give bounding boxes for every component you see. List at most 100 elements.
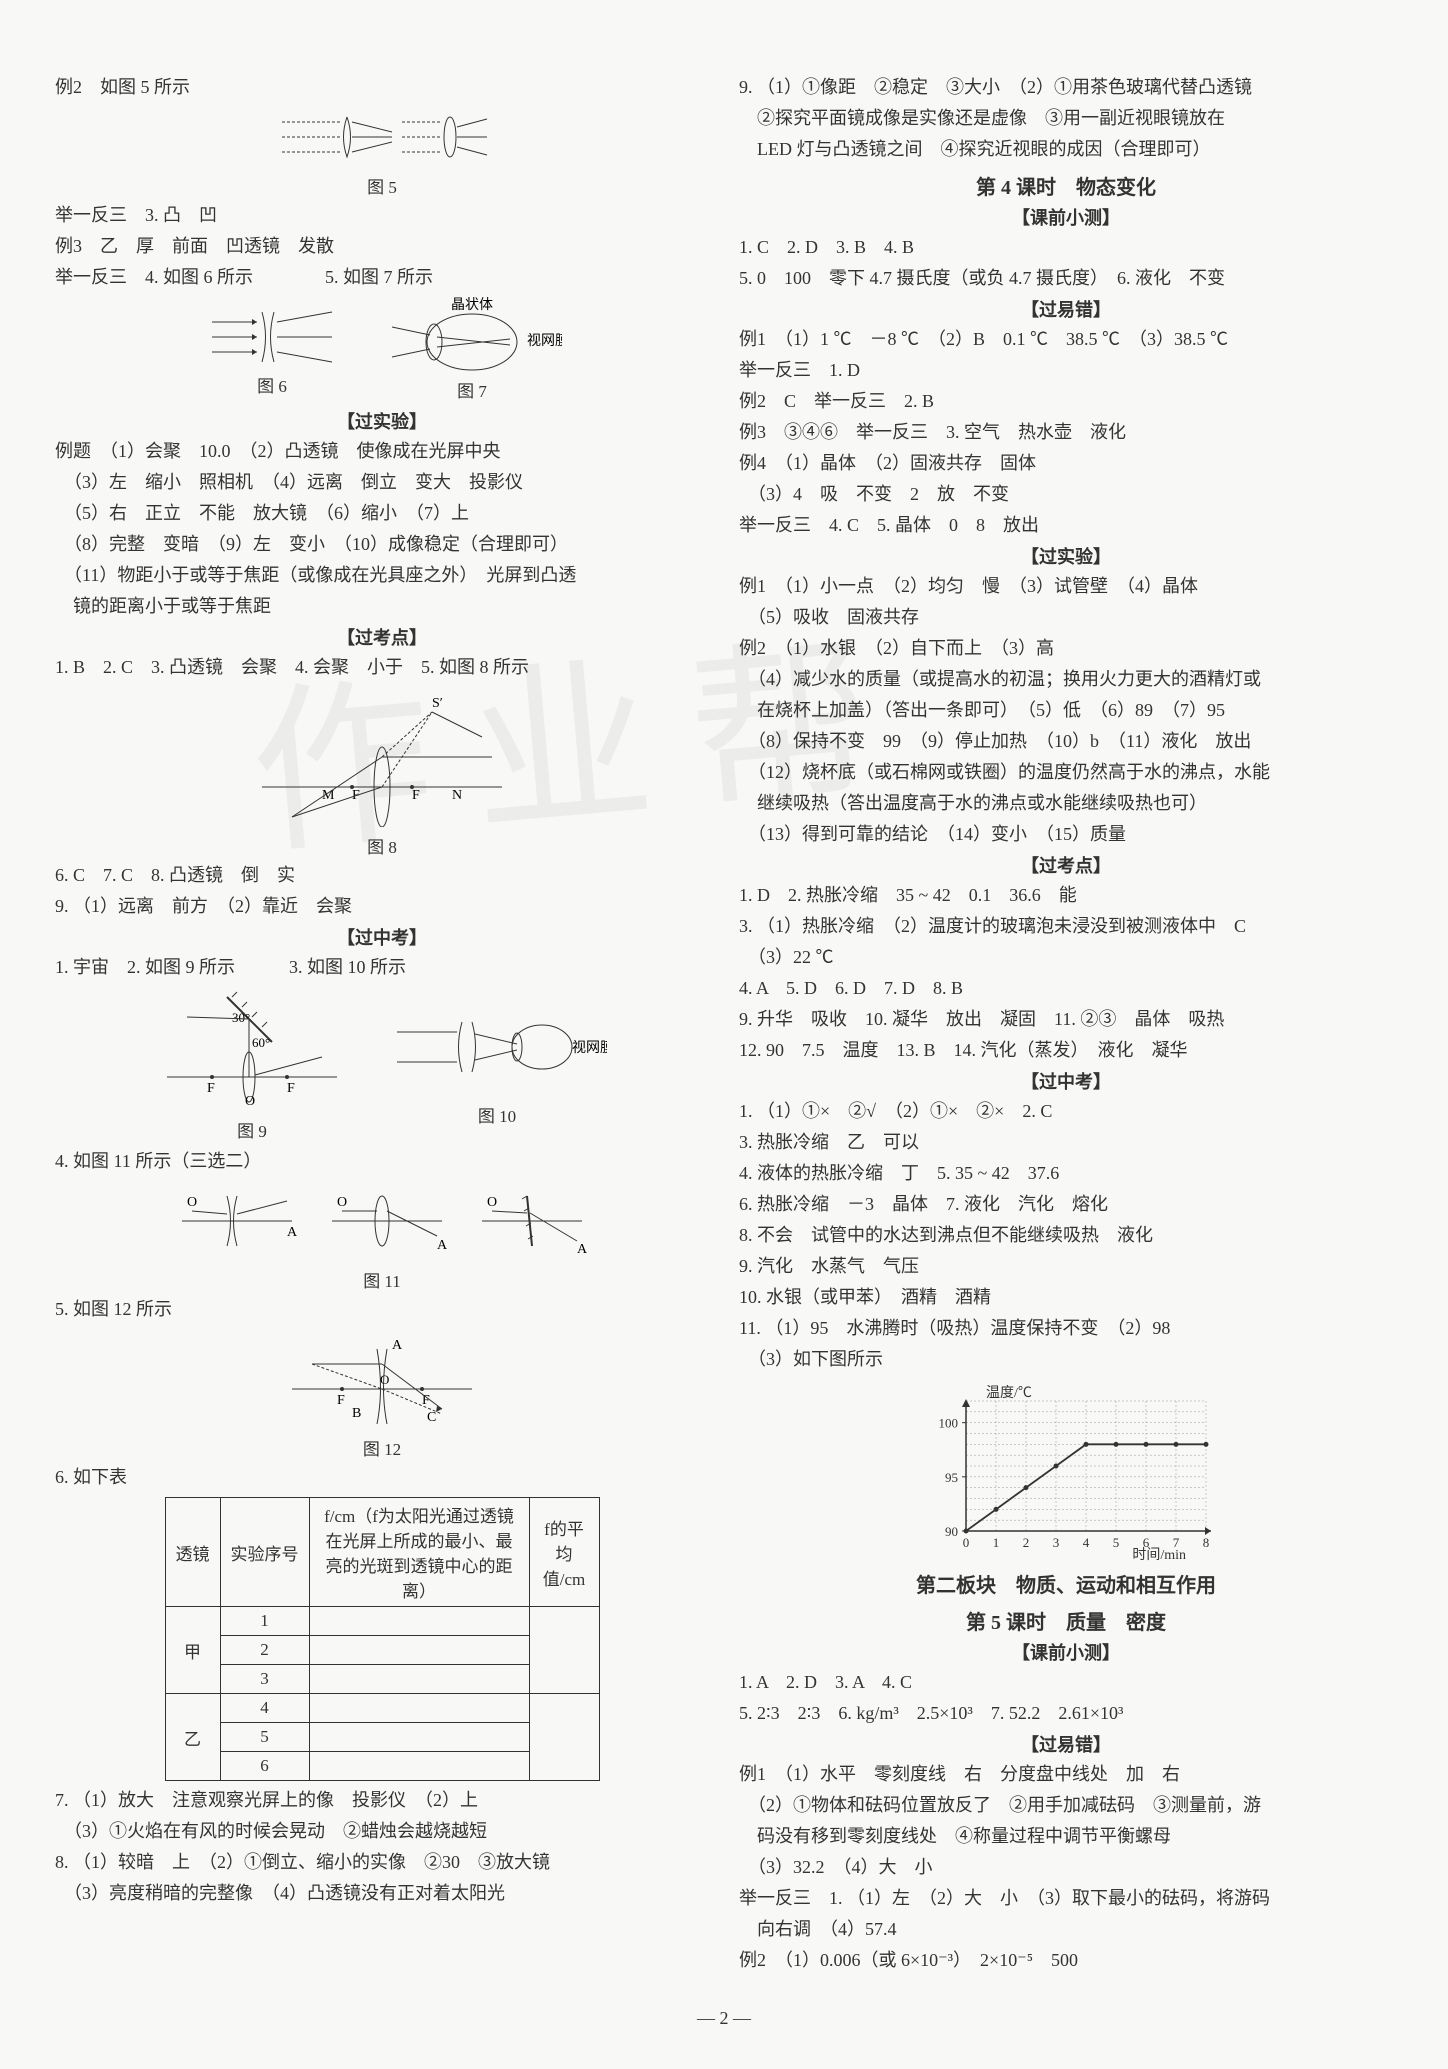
svg-text:30°: 30° [232, 1010, 250, 1025]
figure-8: M F F N S′ [55, 687, 709, 827]
concave-lens-icon [202, 302, 342, 372]
figures-6-7: 图 6 晶状体 视网膜 图 7 [55, 297, 709, 402]
retina-label-2: 视网膜 [572, 1040, 607, 1056]
figure-8-label: 图 8 [55, 833, 709, 858]
svg-text:O: O [245, 1094, 255, 1109]
text-line: 1. （1）①× ②√ （2）①× ②× 2. C [739, 1098, 1393, 1125]
retina-label: 视网膜 [527, 333, 562, 349]
experiment-table: 透镜 实验序号 f/cm（f为太阳光通过透镜在光屏上所成的最小、最亮的光斑到透镜… [165, 1497, 600, 1781]
section-mistakes: 【过易错】 [739, 296, 1393, 322]
table-cell: 甲 [165, 1607, 220, 1694]
table-row: 透镜 实验序号 f/cm（f为太阳光通过透镜在光屏上所成的最小、最亮的光斑到透镜… [165, 1498, 599, 1607]
text-line: 例1 （1）水平 零刻度线 右 分度盘中线处 加 右 [739, 1761, 1393, 1788]
text-line: （8）完整 变暗 （9）左 变小 （10）成像稳定（合理即可） [55, 531, 709, 558]
text-line: 4. 如图 11 所示（三选二） [55, 1148, 709, 1175]
table-header-seq: 实验序号 [220, 1498, 309, 1607]
svg-text:O: O [337, 1195, 347, 1210]
text-line: 1. D 2. 热胀冷缩 35 ~ 42 0.1 36.6 能 [739, 882, 1393, 909]
figure-5 [55, 107, 709, 167]
svg-text:5: 5 [1113, 1535, 1120, 1550]
svg-text:F: F [287, 1081, 295, 1096]
svg-text:F: F [207, 1081, 215, 1096]
table-cell: 乙 [165, 1694, 220, 1781]
text-line: （11）物距小于或等于焦距（或像成在光具座之外） 光屏到凸透 [55, 562, 709, 589]
text-line: 11. （1）95 水沸腾时（吸热）温度保持不变 （2）98 [739, 1315, 1393, 1342]
text-line: 例1 （1）小一点 （2）均匀 慢 （3）试管壁 （4）晶体 [739, 573, 1393, 600]
svg-text:F: F [412, 788, 420, 803]
text-line: 1. C 2. D 3. B 4. B [739, 234, 1393, 261]
text-line: 1. A 2. D 3. A 4. C [739, 1669, 1393, 1696]
section-experiment-2: 【过实验】 [739, 543, 1393, 569]
text-line: 例1 （1）1 ℃ －8 ℃ （2）B 0.1 ℃ 38.5 ℃ （3）38.5… [739, 326, 1393, 353]
svg-text:O: O [187, 1195, 197, 1210]
section-pretest-2: 【课前小测】 [739, 1639, 1393, 1665]
figure-11-label: 图 11 [55, 1267, 709, 1292]
figure-6-label: 图 6 [202, 372, 342, 397]
svg-text:B: B [352, 1406, 361, 1421]
text-line: （8）保持不变 99 （9）停止加热 （10）b （11）液化 放出 [739, 728, 1393, 755]
text-line: 举一反三 4. C 5. 晶体 0 8 放出 [739, 512, 1393, 539]
text-line: 9. （1）①像距 ②稳定 ③大小 （2）①用茶色玻璃代替凸透镜 [739, 74, 1393, 101]
table-row: 乙 4 [165, 1694, 599, 1723]
svg-text:2: 2 [1023, 1535, 1030, 1550]
table-cell: 5 [220, 1723, 309, 1752]
text-line: 例2 C 举一反三 2. B [739, 388, 1393, 415]
reflection-lens-icon: 30° 60° F O F [157, 987, 347, 1117]
section-exam-2: 【过中考】 [739, 1068, 1393, 1094]
figure-12: F F A B C O [55, 1329, 709, 1429]
text-line: （3）22 ℃ [739, 944, 1393, 971]
text-line: （5）右 正立 不能 放大镜 （6）缩小 （7）上 [55, 500, 709, 527]
text-line: 例题 （1）会聚 10.0 （2）凸透镜 使像成在光屏中央 [55, 438, 709, 465]
text-line: ②探究平面镜成像是实像还是虚像 ③用一副近视眼镜放在 [739, 105, 1393, 132]
figure-7-label: 图 7 [382, 377, 562, 402]
svg-text:A: A [437, 1238, 448, 1253]
text-line: 例2 如图 5 所示 [55, 74, 709, 101]
section-keypoints-2: 【过考点】 [739, 852, 1393, 878]
svg-text:1: 1 [993, 1535, 1000, 1550]
text-line: 5. 如图 12 所示 [55, 1296, 709, 1323]
text-line: 举一反三 4. 如图 6 所示 5. 如图 7 所示 [55, 264, 709, 291]
svg-text:C: C [427, 1410, 436, 1425]
text-line: LED 灯与凸透镜之间 ④探究近视眼的成因（合理即可） [739, 136, 1393, 163]
section-4-title: 第 4 课时 物态变化 [739, 171, 1393, 200]
right-column: 9. （1）①像距 ②稳定 ③大小 （2）①用茶色玻璃代替凸透镜 ②探究平面镜成… [739, 70, 1393, 1978]
svg-text:S′: S′ [432, 696, 443, 711]
section-mistakes-2: 【过易错】 [739, 1731, 1393, 1757]
ray-diagram-icon: M F F N S′ [252, 687, 512, 827]
text-line: 9. 汽化 水蒸气 气压 [739, 1253, 1393, 1280]
text-line: 9. 升华 吸收 10. 凝华 放出 凝固 11. ②③ 晶体 吸热 [739, 1006, 1393, 1033]
svg-text:90: 90 [945, 1524, 958, 1539]
svg-text:A: A [392, 1338, 403, 1353]
text-line: 4. 液体的热胀冷缩 丁 5. 35 ~ 42 37.6 [739, 1160, 1393, 1187]
text-line: 6. C 7. C 8. 凸透镜 倒 实 [55, 862, 709, 889]
text-line: （3）32.2 （4）大 小 [739, 1854, 1393, 1881]
lens-diagram-icon [272, 107, 492, 167]
text-line: （4）减少水的质量（或提高水的初温；换用火力更大的酒精灯或 [739, 666, 1393, 693]
svg-text:F: F [337, 1393, 345, 1408]
section-exam: 【过中考】 [55, 924, 709, 950]
text-line: 继续吸热（答出温度高于水的沸点或水能继续吸热也可） [739, 790, 1393, 817]
svg-text:0: 0 [963, 1535, 970, 1550]
svg-text:95: 95 [945, 1470, 958, 1485]
table-header-lens: 透镜 [165, 1498, 220, 1607]
svg-text:O: O [380, 1372, 389, 1387]
svg-text:A: A [577, 1242, 588, 1257]
text-line: 5. 0 100 零下 4.7 摄氏度（或负 4.7 摄氏度） 6. 液化 不变 [739, 265, 1393, 292]
text-line: （13）得到可靠的结论 （14）变小 （15）质量 [739, 821, 1393, 848]
text-line: 10. 水银（或甲苯） 酒精 酒精 [739, 1284, 1393, 1311]
table-header-avg: f的平均值/cm [529, 1498, 599, 1607]
table-cell: 6 [220, 1752, 309, 1781]
text-line: 12. 90 7.5 温度 13. B 14. 汽化（蒸发） 液化 凝华 [739, 1037, 1393, 1064]
text-line: （12）烧杯底（或石棉网或铁圈）的温度仍然高于水的沸点，水能 [739, 759, 1393, 786]
svg-text:3: 3 [1053, 1535, 1060, 1550]
line-chart-icon: 9095100012345678温度/℃时间/min [916, 1381, 1216, 1561]
block-2-title: 第二板块 物质、运动和相互作用 [739, 1569, 1393, 1598]
text-line: 6. 热胀冷缩 －3 晶体 7. 液化 汽化 熔化 [739, 1191, 1393, 1218]
lens-ray-icon: F F A B C O [282, 1329, 482, 1429]
text-line: 举一反三 3. 凸 凹 [55, 202, 709, 229]
text-line: 码没有移到零刻度线处 ④称量过程中调节平衡螺母 [739, 1823, 1393, 1850]
table-header-f: f/cm（f为太阳光通过透镜在光屏上所成的最小、最亮的光斑到透镜中心的距离） [309, 1498, 529, 1607]
figure-12-label: 图 12 [55, 1435, 709, 1460]
figure-9-label: 图 9 [157, 1117, 347, 1142]
svg-text:时间/min: 时间/min [1132, 1547, 1186, 1561]
